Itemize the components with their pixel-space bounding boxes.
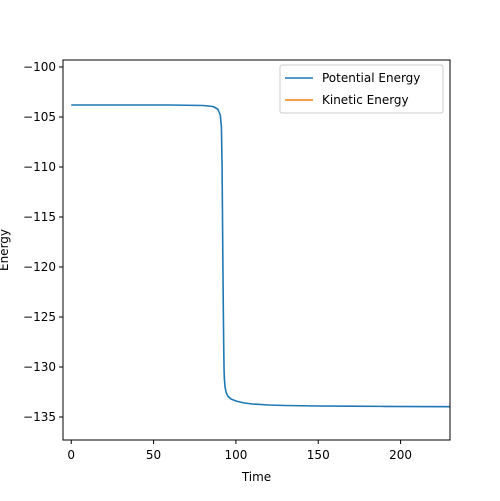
x-axis-label: Time — [241, 470, 271, 484]
y-tick-label: −130 — [23, 360, 56, 374]
y-tick-label: −110 — [23, 160, 56, 174]
x-axis-ticks: 0 50 100 150 200 — [67, 440, 412, 462]
legend: Potential Energy Kinetic Energy — [279, 64, 444, 114]
y-tick-label: −135 — [23, 410, 56, 424]
y-tick-label: −125 — [23, 310, 56, 324]
y-tick-label: −120 — [23, 260, 56, 274]
legend-label-kinetic-energy: Kinetic Energy — [322, 93, 409, 107]
legend-label-potential-energy: Potential Energy — [322, 71, 420, 85]
x-tick-label: 200 — [389, 448, 412, 462]
y-tick-label: −105 — [23, 110, 56, 124]
x-tick-label: 50 — [146, 448, 161, 462]
x-tick-label: 150 — [307, 448, 330, 462]
series-line-potential-energy — [71, 104, 450, 408]
series-layer — [71, 104, 450, 408]
legend-box — [279, 64, 444, 114]
y-tick-label: −100 — [23, 60, 56, 74]
x-tick-label: 0 — [67, 448, 75, 462]
y-axis-ticks: −100 −105 −110 −115 −120 −125 −130 −135 — [23, 60, 63, 424]
axes-frame — [62, 59, 451, 441]
y-axis-label: Energy — [0, 229, 11, 271]
x-tick-label: 100 — [224, 448, 247, 462]
y-tick-label: −115 — [23, 210, 56, 224]
